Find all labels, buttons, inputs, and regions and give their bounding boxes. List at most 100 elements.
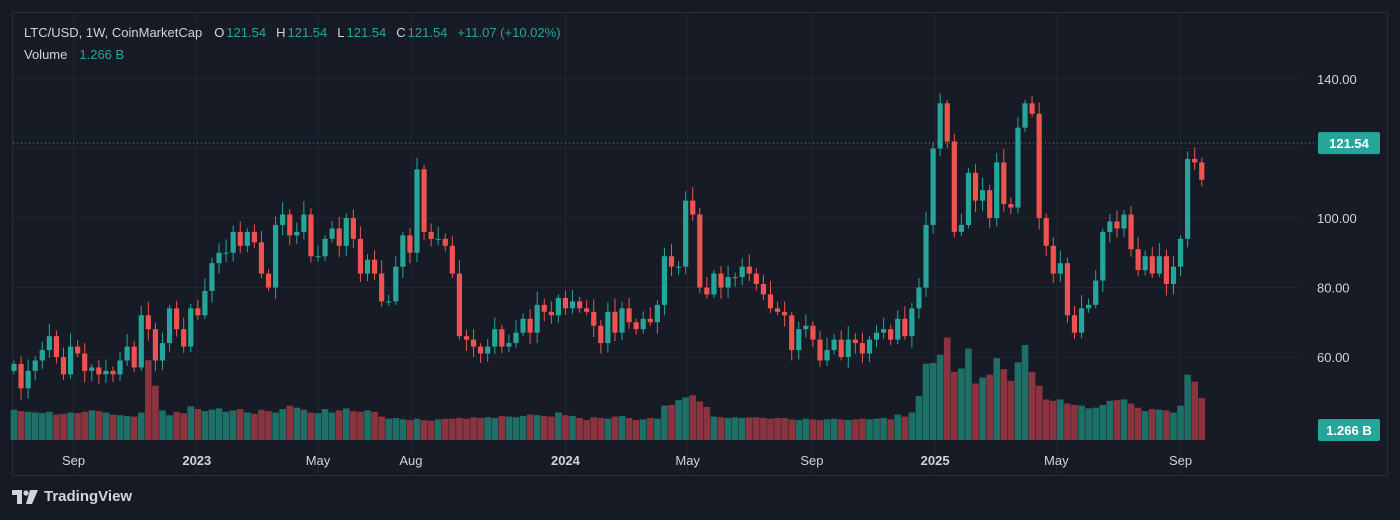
candle-body: [67, 346, 74, 375]
volume-bar: [449, 418, 456, 440]
candle-body: [407, 235, 413, 253]
candle-body: [1093, 280, 1099, 305]
volume-bar: [116, 415, 124, 440]
candle-body: [739, 266, 745, 278]
symbol-title[interactable]: LTC/USD, 1W, CoinMarketCap: [24, 25, 203, 40]
volume-bar: [74, 413, 81, 440]
low-key: L: [337, 25, 345, 40]
volume-bar: [731, 417, 739, 440]
candle-body: [1029, 103, 1035, 114]
high-value: 121.54: [287, 25, 328, 40]
volume-bar: [378, 416, 385, 440]
candle-body: [258, 242, 265, 274]
candle-body: [463, 336, 470, 340]
volume-bar: [1078, 405, 1085, 440]
candle-body: [944, 103, 950, 142]
volume-bar: [767, 418, 774, 440]
volume-bar: [215, 408, 223, 440]
last-price-tag-text: 121.54: [1329, 136, 1370, 151]
candle-body: [223, 252, 229, 254]
volume-bar: [279, 409, 286, 440]
x-tick-label: May: [675, 453, 700, 468]
candle-body: [895, 318, 901, 340]
candle-body: [965, 172, 972, 225]
candle-body: [1170, 266, 1177, 285]
volume-bar: [173, 411, 180, 440]
price-tags: 121.54 1.266 B: [1318, 132, 1380, 441]
candle-body: [852, 339, 858, 344]
candle-body: [972, 172, 979, 201]
candle-body: [287, 214, 293, 236]
volume-bar: [753, 417, 760, 440]
candle-body: [110, 370, 116, 375]
candle-body: [1036, 113, 1042, 218]
candle-body: [96, 367, 102, 375]
change-value: +11.07 (+10.02%): [457, 25, 561, 40]
candle-body: [18, 363, 24, 389]
candle-body: [364, 259, 371, 274]
volume-bar: [951, 371, 958, 440]
candle-body: [683, 200, 689, 267]
volume-bar: [922, 363, 930, 440]
volume-bar: [102, 412, 110, 440]
volume-bar: [244, 412, 251, 440]
candle-body: [831, 339, 837, 351]
candle-body: [202, 290, 208, 316]
volume-bar: [1113, 400, 1121, 440]
candle-body: [1078, 308, 1085, 333]
candle-body: [244, 231, 250, 246]
candle-body: [704, 287, 710, 295]
volume-bar: [866, 419, 873, 440]
volume-bar: [823, 419, 831, 440]
candle-body: [308, 214, 314, 257]
volume-bar: [661, 405, 668, 440]
candle-body: [371, 259, 378, 274]
volume-label[interactable]: Volume: [24, 47, 68, 62]
volume-bar: [540, 415, 548, 440]
volume-bar: [929, 363, 937, 440]
volume-bar: [222, 411, 230, 440]
volume-bar: [335, 410, 343, 440]
volume-bar: [272, 412, 279, 440]
candle-body: [1071, 315, 1078, 333]
volume-bar: [505, 416, 513, 440]
candle-body: [760, 284, 767, 295]
candle-body: [46, 336, 52, 351]
candle-body: [393, 266, 399, 302]
candle-body: [866, 339, 873, 354]
candle-body: [230, 231, 236, 253]
volume-bar: [81, 411, 88, 440]
volume-bar: [1014, 362, 1022, 440]
close-value: 121.54: [407, 25, 448, 40]
candle-body: [75, 346, 81, 354]
candle-body: [449, 245, 455, 274]
volume-bar: [668, 404, 675, 440]
candle-body: [265, 273, 272, 288]
tradingview-branding[interactable]: TradingView: [12, 488, 132, 505]
volume-bar: [392, 418, 400, 440]
candle-body: [159, 343, 166, 361]
candle-body: [1135, 249, 1141, 271]
candle-body: [1100, 231, 1106, 281]
candle-body: [421, 169, 427, 232]
candle-body: [499, 329, 505, 347]
volume-bar: [123, 415, 131, 440]
volume-bar: [1156, 409, 1163, 440]
candle-body: [661, 256, 668, 305]
candle-body: [937, 103, 943, 149]
tradingview-logo-icon: [12, 489, 38, 504]
candle-body: [824, 350, 830, 361]
candle-body: [174, 308, 180, 330]
y-tick-label: 60.00: [1317, 350, 1350, 365]
candle-body: [1057, 263, 1063, 274]
candle-body: [1015, 127, 1021, 208]
volume-bar: [936, 354, 944, 440]
volume-bar: [1042, 399, 1050, 440]
candle-body: [725, 277, 731, 288]
candle-body: [428, 231, 434, 239]
candle-body: [951, 141, 957, 232]
volume-bar: [512, 417, 520, 440]
candle-body: [11, 363, 17, 371]
legend: LTC/USD, 1W, CoinMarketCap O 121.54 H 121.…: [24, 22, 571, 66]
